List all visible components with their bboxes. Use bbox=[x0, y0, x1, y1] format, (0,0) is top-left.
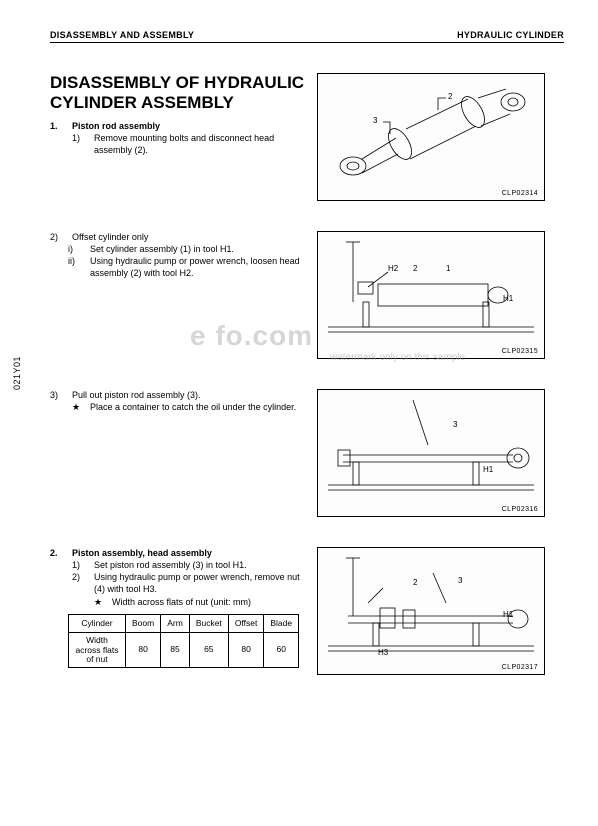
s2-2-text: Using hydraulic pump or power wrench, re… bbox=[94, 571, 305, 595]
main-title: DISASSEMBLY OF HYDRAULIC CYLINDER ASSEMB… bbox=[50, 73, 305, 112]
col-cylinder: Cylinder bbox=[69, 614, 126, 632]
val-bucket: 65 bbox=[189, 633, 228, 668]
callout-2b: 2 bbox=[413, 264, 417, 273]
callout-2: 2 bbox=[448, 92, 452, 101]
col-blade: Blade bbox=[264, 614, 299, 632]
s1-3-num: 3) bbox=[50, 389, 66, 401]
s1-2-text: Offset cylinder only bbox=[72, 231, 148, 243]
val-boom: 80 bbox=[126, 633, 161, 668]
val-blade: 60 bbox=[264, 633, 299, 668]
fig2-label: CLP02315 bbox=[502, 348, 538, 355]
star1: ★ bbox=[72, 401, 84, 413]
val-arm: 85 bbox=[161, 633, 190, 668]
s1-1-text: Remove mounting bolts and disconnect hea… bbox=[94, 132, 305, 156]
callout-2c: 2 bbox=[413, 578, 417, 587]
s1-2i-num: i) bbox=[68, 243, 84, 255]
title-line-1: DISASSEMBLY OF HYDRAULIC bbox=[50, 73, 304, 92]
row-header: Width across flats of nut bbox=[69, 633, 126, 668]
fig1-label: CLP02314 bbox=[502, 190, 538, 197]
s2-1-text: Set piston rod assembly (3) in tool H1. bbox=[94, 559, 247, 571]
col-arm: Arm bbox=[161, 614, 190, 632]
side-code: 021Y01 bbox=[12, 356, 22, 390]
s1-3-text: Pull out piston rod assembly (3). bbox=[72, 389, 201, 401]
s1-2-num: 2) bbox=[50, 231, 66, 243]
header-left: DISASSEMBLY AND ASSEMBLY bbox=[50, 30, 194, 40]
col-bucket: Bucket bbox=[189, 614, 228, 632]
fig4-label: CLP02317 bbox=[502, 664, 538, 671]
s2-2-star-text: Width across flats of nut (unit: mm) bbox=[112, 596, 251, 608]
callout-h1b: H1 bbox=[483, 465, 493, 474]
figure-4: H3 2 3 H1 CLP02317 bbox=[317, 547, 545, 675]
s2-1-num: 1) bbox=[72, 559, 88, 571]
fig3-label: CLP02316 bbox=[502, 506, 538, 513]
star2: ★ bbox=[94, 596, 106, 608]
figure-3: 3 H1 CLP02316 bbox=[317, 389, 545, 517]
callout-3b: 3 bbox=[453, 420, 457, 429]
callout-h1c: H1 bbox=[503, 610, 513, 619]
s1-2i-text: Set cylinder assembly (1) in tool H1. bbox=[90, 243, 234, 255]
section1-num: 1. bbox=[50, 120, 64, 132]
page-header: DISASSEMBLY AND ASSEMBLY HYDRAULIC CYLIN… bbox=[50, 30, 564, 43]
s2-2-num: 2) bbox=[72, 571, 88, 595]
s1-1-num: 1) bbox=[72, 132, 88, 156]
val-offset: 80 bbox=[228, 633, 264, 668]
callout-3: 3 bbox=[373, 116, 377, 125]
header-right: HYDRAULIC CYLINDER bbox=[457, 30, 564, 40]
figure-2: H2 2 1 H1 CLP02315 bbox=[317, 231, 545, 359]
callout-h2: H2 bbox=[388, 264, 398, 273]
callout-1: 1 bbox=[446, 264, 450, 273]
section1-title: Piston rod assembly bbox=[72, 120, 160, 132]
section2-title: Piston assembly, head assembly bbox=[72, 547, 212, 559]
col-boom: Boom bbox=[126, 614, 161, 632]
nut-table: Cylinder Boom Arm Bucket Offset Blade Wi… bbox=[68, 614, 299, 669]
figure-1: 3 2 CLP02314 bbox=[317, 73, 545, 201]
col-offset: Offset bbox=[228, 614, 264, 632]
s1-3-star-text: Place a container to catch the oil under… bbox=[90, 401, 296, 413]
title-line-2: CYLINDER ASSEMBLY bbox=[50, 93, 234, 112]
callout-h3: H3 bbox=[378, 648, 388, 657]
callout-h1: H1 bbox=[503, 294, 513, 303]
s1-2ii-num: ii) bbox=[68, 255, 84, 279]
callout-3c: 3 bbox=[458, 576, 462, 585]
s1-2ii-text: Using hydraulic pump or power wrench, lo… bbox=[90, 255, 305, 279]
section2-num: 2. bbox=[50, 547, 64, 559]
